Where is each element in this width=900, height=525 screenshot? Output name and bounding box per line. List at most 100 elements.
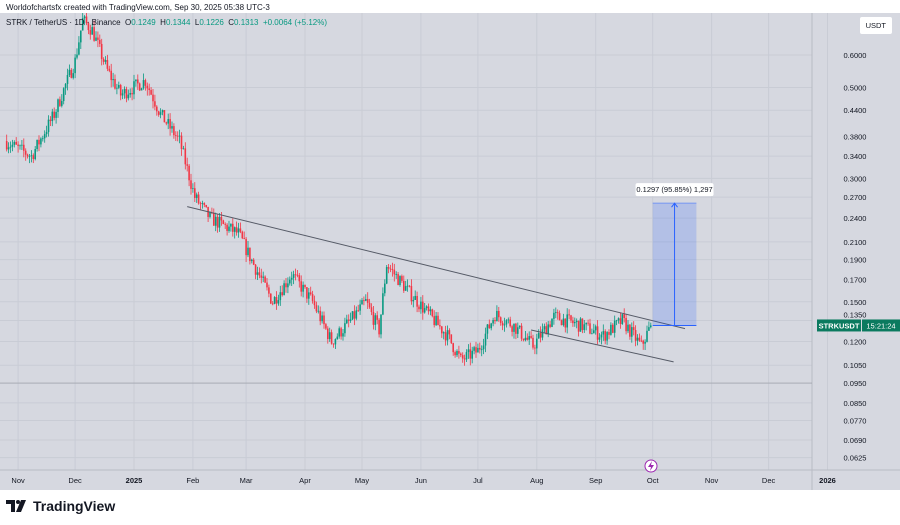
candle-body xyxy=(119,85,122,96)
candle-body xyxy=(9,146,12,148)
candle-body xyxy=(437,315,439,326)
candle-body xyxy=(273,297,276,304)
candle-body xyxy=(564,318,567,328)
candle-body xyxy=(19,145,21,147)
candle-body xyxy=(606,332,608,341)
candle-body xyxy=(302,284,304,292)
tradingview-logo[interactable]: TradingView xyxy=(6,498,115,514)
candle-body xyxy=(346,319,348,324)
candle-body xyxy=(32,155,35,160)
candle-body xyxy=(594,326,597,331)
candle-body xyxy=(482,345,485,350)
candle-body xyxy=(477,347,479,353)
candle-body xyxy=(205,204,207,207)
price-tick-label: 0.4400 xyxy=(844,106,867,115)
candle-body xyxy=(306,287,308,299)
candle-body xyxy=(431,309,434,317)
candle-body xyxy=(602,331,605,335)
candle-body xyxy=(277,300,280,304)
candle-body xyxy=(216,216,219,228)
candle-body xyxy=(106,60,109,69)
candle-body xyxy=(513,323,515,332)
candle-body xyxy=(435,315,437,326)
candle-body xyxy=(387,267,390,269)
candle-body xyxy=(319,310,321,322)
candle-body xyxy=(418,306,420,310)
tradingview-logo-icon xyxy=(6,500,26,512)
candle-body xyxy=(49,119,52,122)
candle-body xyxy=(600,334,603,338)
candle-body xyxy=(99,39,101,44)
candle-body xyxy=(256,272,259,275)
candle-body xyxy=(176,135,179,137)
candle-body xyxy=(59,99,61,106)
candle-body xyxy=(342,333,344,337)
candle-body xyxy=(182,148,185,150)
candle-body xyxy=(467,349,470,353)
candle-body xyxy=(24,150,27,155)
candle-body xyxy=(228,226,230,231)
chart-area[interactable]: STRK / TetherUS · 1D · Binance O0.1249 H… xyxy=(0,13,900,490)
candle-body xyxy=(425,306,428,309)
candle-body xyxy=(159,112,162,115)
price-chart[interactable]: 0.6000 0.5000 0.4400 0.3800 0.3400 0.3000 0.27… xyxy=(0,13,900,490)
candle-body xyxy=(338,328,340,337)
change-value: +0.0064 (+5.12%) xyxy=(262,18,327,27)
candle-body xyxy=(391,269,394,270)
candle-body xyxy=(220,216,223,221)
candle-body xyxy=(509,319,511,327)
candle-body xyxy=(615,320,618,322)
candle-body xyxy=(429,309,432,312)
candle-body xyxy=(61,101,63,106)
candle-body xyxy=(233,227,236,232)
candle-body xyxy=(201,203,204,204)
candle-body xyxy=(40,138,42,145)
candle-body xyxy=(180,135,183,149)
candle-body xyxy=(304,284,306,288)
candle-body xyxy=(241,231,244,239)
candle-body xyxy=(137,79,139,84)
candle-body xyxy=(598,337,601,340)
symbol-title[interactable]: STRK / TetherUS · 1D · Binance xyxy=(6,18,121,27)
candle-body xyxy=(456,351,458,356)
candle-body xyxy=(157,111,160,115)
candle-body xyxy=(596,326,599,340)
candle-body xyxy=(144,80,147,86)
candle-body xyxy=(541,329,544,338)
candle-body xyxy=(575,320,578,323)
candle-body xyxy=(28,156,31,157)
candle-body xyxy=(323,315,325,325)
time-tick-label: Sep xyxy=(589,476,602,485)
candle-body xyxy=(131,93,133,95)
candle-body xyxy=(537,333,540,339)
candle-body xyxy=(442,332,445,334)
candle-body xyxy=(222,220,225,224)
candle-body xyxy=(218,216,221,228)
candle-body xyxy=(313,300,316,306)
candle-body xyxy=(62,88,65,102)
candle-body xyxy=(452,343,454,353)
currency-button[interactable]: USDT xyxy=(859,17,892,34)
candle-body xyxy=(93,27,95,41)
price-tick-label: 0.3400 xyxy=(844,152,867,161)
candle-body xyxy=(230,223,232,227)
candle-body xyxy=(439,325,441,327)
candle-body xyxy=(192,188,194,190)
candle-body xyxy=(287,283,289,288)
candle-body xyxy=(344,323,346,334)
candle-body xyxy=(224,223,226,225)
candle-body xyxy=(494,319,496,322)
candle-body xyxy=(382,293,384,315)
candle-body xyxy=(165,122,168,124)
measure-label-bg xyxy=(635,183,714,197)
candle-body xyxy=(76,54,78,58)
candle-body xyxy=(247,247,249,256)
candle-body xyxy=(520,325,523,339)
candle-body xyxy=(146,85,149,89)
candle-body xyxy=(480,349,483,351)
open-value: 0.1249 xyxy=(131,18,156,27)
candle-body xyxy=(420,301,422,310)
candle-body xyxy=(199,203,202,205)
candle-body xyxy=(34,149,36,160)
candle-body xyxy=(486,324,489,334)
